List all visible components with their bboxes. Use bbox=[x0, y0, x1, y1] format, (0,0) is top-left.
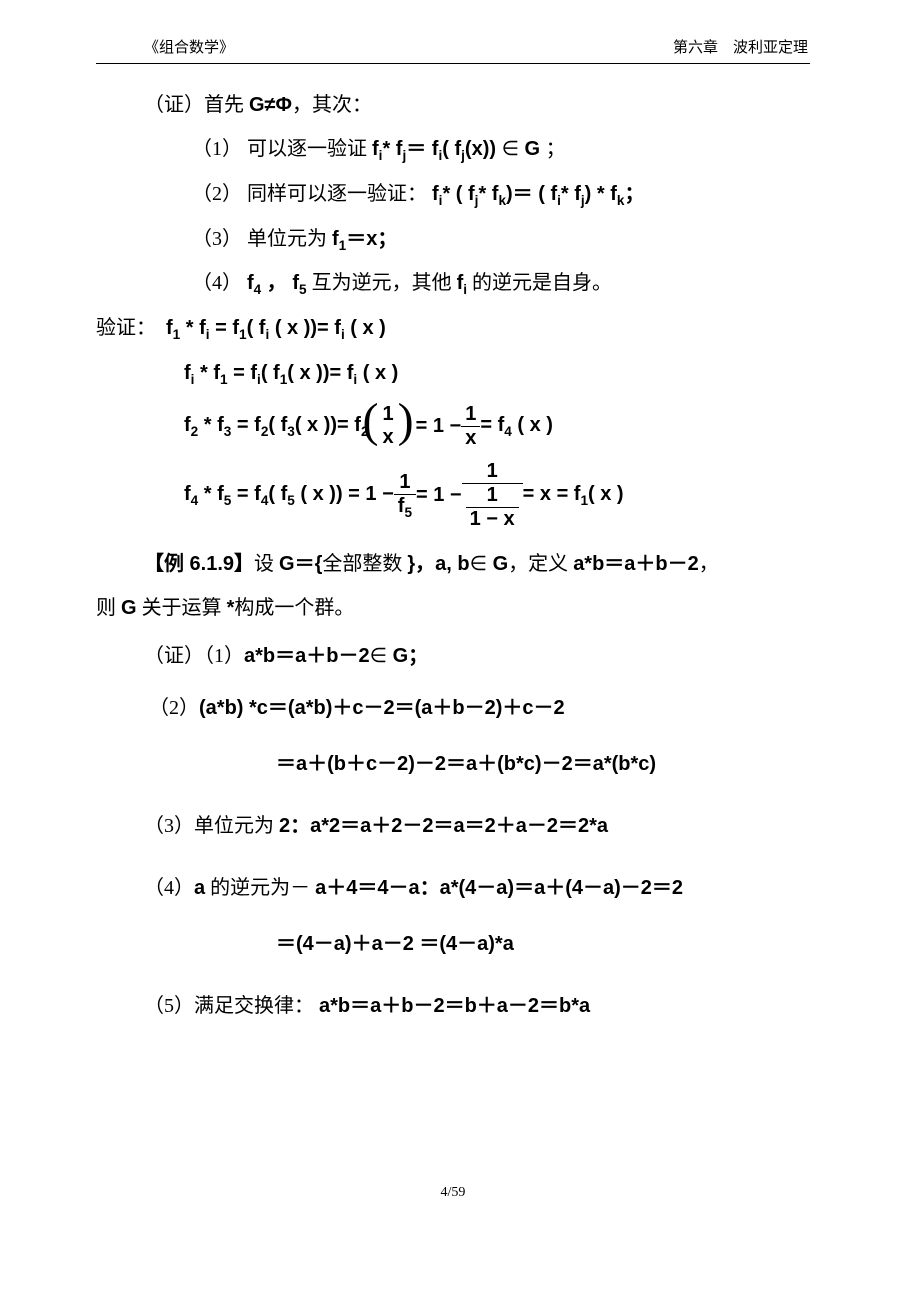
text: 的逆元为－ bbox=[205, 877, 315, 899]
num: 1 bbox=[462, 460, 523, 484]
verify-line-2: fi * f1 = fi( f1( x ))= fi ( x ) bbox=[96, 354, 810, 393]
proof-step-2b: ＝a＋(b＋c－2)－2＝a＋(b*c)－2＝a*(b*c) bbox=[96, 745, 810, 783]
text: ， bbox=[699, 553, 719, 575]
proof-step-2: （2）(a*b) *c＝(a*b)＋c－2＝(a＋b－2)＋c－2 bbox=[96, 689, 810, 727]
proof-step-4: （4）a 的逆元为－ a＋4＝4－a：a*(4－a)＝a＋(4－a)－2＝2 bbox=[96, 869, 810, 907]
verify-label: 验证： bbox=[96, 317, 156, 339]
math: }，a, b∈ G bbox=[407, 553, 508, 575]
proof-step-4b: ＝(4－a)＋a－2 ＝(4－a)*a bbox=[96, 925, 810, 963]
big-paren: 1x bbox=[377, 403, 400, 449]
text: ，定义 bbox=[508, 553, 573, 575]
num: 1 bbox=[394, 471, 416, 495]
label: （3）单位元为 bbox=[144, 815, 279, 837]
label: （3） 单位元为 bbox=[192, 228, 332, 250]
den: 11 − x bbox=[462, 484, 523, 531]
den: f5 bbox=[394, 495, 416, 520]
label: （4） bbox=[144, 877, 194, 899]
example-number: 【例 6.1.9】 bbox=[144, 553, 254, 575]
text: 则 bbox=[96, 597, 121, 619]
label: （1） 可以逐一验证 bbox=[192, 138, 372, 160]
math: fi* fj＝ fi( fj(x)) ∈ G bbox=[372, 138, 546, 160]
proof-step-1: （证）（1）a*b＝a＋b－2∈ G； bbox=[96, 637, 810, 675]
label: （2） 同样可以逐一验证： bbox=[192, 183, 432, 205]
header-left: 《组合数学》 bbox=[144, 36, 234, 57]
fraction: 1f5 bbox=[394, 471, 416, 520]
text: 关于运算 bbox=[137, 597, 227, 619]
math: 2：a*2＝a＋2－2＝a＝2＋a－2＝2*a bbox=[279, 815, 608, 837]
eq-lhs: f2 * f3 = f2( f3( x ))= f2 bbox=[184, 414, 369, 439]
math: a bbox=[194, 877, 205, 899]
page-number: 4/59 bbox=[96, 1185, 810, 1201]
label: （4） bbox=[192, 272, 247, 294]
example-line-2: 则 G 关于运算 *构成一个群。 bbox=[96, 589, 810, 627]
proof-step-3: （3）单位元为 2：a*2＝a＋2－2＝a＝2＋a－2＝2*a bbox=[96, 807, 810, 845]
text: 设 bbox=[254, 553, 279, 575]
eq-mid: = 1 − bbox=[416, 415, 462, 438]
math: a*b＝a＋b－2 bbox=[573, 553, 699, 575]
eq-mid: = 1 − bbox=[416, 484, 462, 507]
text: 全部整数 bbox=[322, 553, 407, 575]
den: 1 − x bbox=[466, 508, 519, 531]
label: （5）满足交换律： bbox=[144, 995, 319, 1017]
math: a＋4＝4－a：a*(4－a)＝a＋(4－a)－2＝2 bbox=[315, 877, 683, 899]
label: （2） bbox=[149, 697, 199, 719]
text: ； bbox=[546, 138, 566, 160]
den: x bbox=[461, 427, 480, 450]
fraction: 1x bbox=[461, 403, 480, 450]
verify-line-3: f2 * f3 = f2( f3( x ))= f2 1x = 1 − 1x =… bbox=[96, 403, 810, 450]
math: G bbox=[121, 597, 137, 619]
proof-item-4: （4） f4 ， f5 互为逆元，其他 fi 的逆元是自身。 bbox=[96, 264, 810, 303]
equation: f1 * fi = f1( fi ( x ))= fi ( x ) bbox=[166, 317, 386, 339]
proof-intro: （证）首先 G≠Φ，其次： bbox=[96, 86, 810, 124]
math: f4 ， f5 bbox=[247, 272, 307, 294]
header-right: 第六章 波利亚定理 bbox=[673, 36, 808, 57]
example-heading: 【例 6.1.9】设 G＝{全部整数 }，a, b∈ G，定义 a*b＝a＋b－… bbox=[96, 545, 810, 583]
verify-line-1: 验证： f1 * fi = f1( fi ( x ))= fi ( x ) bbox=[96, 309, 810, 348]
text: 的逆元是自身。 bbox=[467, 272, 612, 294]
label: （证）（1） bbox=[144, 645, 244, 667]
eq-rhs: = x = f1( x ) bbox=[523, 483, 624, 508]
proof-step-5: （5）满足交换律： a*b＝a＋b－2＝b＋a－2＝b*a bbox=[96, 987, 810, 1025]
text: 互为逆元，其他 bbox=[307, 272, 457, 294]
math: fi* ( fj* fk)＝ ( fi* fj) * fk； bbox=[432, 183, 644, 205]
math: ＝a＋(b＋c－2)－2＝a＋(b*c)－2＝a*(b*c) bbox=[276, 753, 656, 775]
equation: fi * f1 = fi( f1( x ))= fi ( x ) bbox=[184, 362, 398, 384]
text: （证）首先 bbox=[144, 94, 249, 116]
math: (a*b) *c＝(a*b)＋c－2＝(a＋b－2)＋c－2 bbox=[199, 697, 565, 719]
math: G＝{ bbox=[279, 553, 322, 575]
math: fi bbox=[457, 272, 467, 294]
math: a*b＝a＋b－2∈ G； bbox=[244, 645, 428, 667]
page: 《组合数学》 第六章 波利亚定理 （证）首先 G≠Φ，其次： （1） 可以逐一验… bbox=[0, 0, 920, 1241]
verify-line-4: f4 * f5 = f4( f5 ( x )) = 1 − 1f5 = 1 − … bbox=[96, 460, 810, 531]
math: G≠Φ bbox=[249, 94, 292, 116]
page-header: 《组合数学》 第六章 波利亚定理 bbox=[96, 36, 810, 63]
math: ＝(4－a)＋a－2 ＝(4－a)*a bbox=[276, 933, 514, 955]
num: 1 bbox=[461, 403, 480, 427]
eq-lhs: f4 * f5 = f4( f5 ( x )) = 1 − bbox=[184, 483, 394, 508]
header-rule bbox=[96, 63, 810, 64]
proof-item-3: （3） 单位元为 f1＝x； bbox=[96, 220, 810, 259]
text: ，其次： bbox=[292, 94, 372, 116]
num: 1 bbox=[466, 484, 519, 508]
proof-item-2: （2） 同样可以逐一验证： fi* ( fj* fk)＝ ( fi* fj) *… bbox=[96, 175, 810, 214]
den: x bbox=[379, 426, 398, 449]
math: f1＝x； bbox=[332, 228, 397, 250]
math: a*b＝a＋b－2＝b＋a－2＝b*a bbox=[319, 995, 590, 1017]
eq-rhs: = f4 ( x ) bbox=[480, 414, 553, 439]
nested-fraction: 1 11 − x bbox=[462, 460, 523, 531]
num: 1 bbox=[379, 403, 398, 426]
text: 构成一个群。 bbox=[234, 597, 354, 619]
proof-item-1: （1） 可以逐一验证 fi* fj＝ fi( fj(x)) ∈ G ； bbox=[96, 130, 810, 169]
